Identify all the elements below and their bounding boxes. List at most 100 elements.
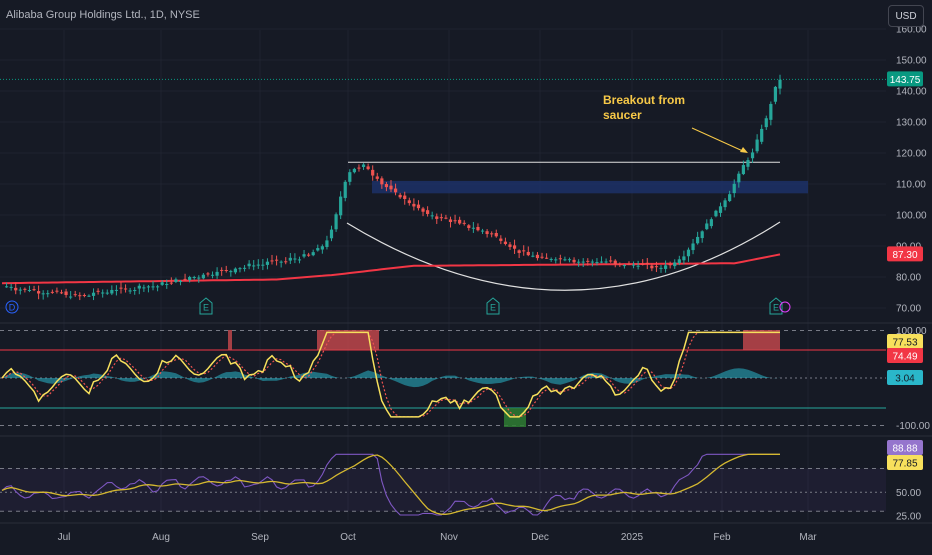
time-tick-label: Dec: [531, 532, 549, 543]
candle-body: [554, 259, 558, 261]
candle-body: [55, 290, 59, 292]
candle-body: [421, 208, 425, 212]
earnings-marker: E: [773, 303, 779, 313]
candle-body: [567, 259, 572, 261]
candle-body: [229, 271, 233, 273]
candle-body: [137, 285, 141, 289]
candle-body: [110, 289, 114, 294]
candle-body: [526, 251, 530, 256]
candle-body: [50, 291, 54, 293]
chart-title: Alibaba Group Holdings Ltd., 1D, NYSE: [6, 9, 200, 21]
candle-body: [412, 203, 416, 207]
candle-body: [499, 238, 503, 241]
osc-value-badge-3-bg: [887, 370, 923, 385]
candle-body: [73, 294, 77, 296]
time-tick-label: Oct: [340, 532, 356, 543]
candle-body: [636, 265, 640, 267]
candle-body: [503, 241, 508, 245]
candle-body: [760, 128, 764, 142]
candle-body: [256, 264, 260, 266]
candle-body: [311, 252, 315, 256]
candle-body: [9, 286, 13, 288]
price-tick-label: 70.00: [896, 304, 921, 315]
candle-body: [732, 183, 736, 194]
currency-button[interactable]: USD: [888, 5, 924, 27]
candle-body: [764, 118, 768, 128]
price-tick-label: 130.00: [896, 118, 927, 129]
candle-body: [659, 267, 663, 269]
candle-body: [146, 286, 151, 288]
candle-body: [755, 139, 759, 152]
candle-body: [746, 160, 750, 167]
candle-body: [197, 277, 201, 279]
candle-body: [329, 229, 334, 239]
candle-body: [123, 288, 128, 290]
candle-body: [572, 259, 576, 263]
candle-body: [750, 152, 755, 159]
candle-body: [494, 233, 498, 237]
candle-body: [627, 263, 631, 265]
candle-body: [645, 262, 649, 264]
candle-body: [531, 255, 535, 257]
osc-slow-line: [1, 331, 780, 418]
moving-average-line: [1, 253, 781, 285]
candle-body: [32, 289, 36, 291]
candle-body: [339, 196, 343, 216]
candle-body: [334, 214, 338, 230]
candle-body: [174, 279, 178, 282]
candle-body: [242, 267, 247, 269]
price-tick-label: 80.00: [896, 273, 921, 284]
candle-body: [380, 178, 384, 185]
candle-body: [302, 254, 306, 257]
osc-tick-label: 100.00: [896, 326, 927, 337]
candle-body: [375, 176, 379, 179]
candle-body: [169, 282, 173, 284]
candle-body: [41, 293, 45, 295]
osc-value-badge-2-bg: [887, 348, 923, 363]
last-price-badge: 143.75: [890, 75, 921, 86]
candle-body: [654, 266, 659, 268]
candle-body: [517, 250, 521, 253]
candle-body: [453, 220, 457, 222]
candle-body: [471, 227, 475, 229]
histogram-area: [2, 368, 780, 388]
candle-body: [458, 219, 462, 224]
candle-body: [439, 217, 443, 219]
candle-body: [613, 260, 617, 265]
candle-body: [714, 210, 718, 217]
candle-body: [357, 167, 361, 169]
rsi-value-badge-2-bg: [887, 455, 923, 470]
last-price-badge-bg: [887, 71, 923, 87]
annotation-arrowhead: [740, 147, 748, 153]
candle-body: [705, 223, 709, 230]
osc-overbought-zone: [228, 330, 232, 350]
candle-body: [105, 292, 109, 294]
rsi-value-badge-1-bg: [887, 440, 923, 455]
candle-body: [361, 164, 366, 168]
annotation-text-line1: Breakout from: [603, 93, 685, 107]
candle-body: [663, 265, 668, 269]
time-tick-label: Aug: [152, 532, 170, 543]
ma-value-badge: 87.30: [892, 250, 917, 261]
earnings-marker: E: [203, 303, 209, 313]
candle-body: [563, 259, 567, 261]
candle-body: [14, 287, 18, 291]
candle-body: [545, 257, 549, 259]
candle-body: [270, 260, 274, 262]
candle-body: [467, 225, 471, 228]
candle-body: [641, 263, 645, 265]
candle-body: [23, 288, 27, 290]
candle-body: [261, 264, 265, 266]
candle-body: [188, 277, 192, 281]
candle-body: [398, 194, 402, 198]
candle-body: [577, 261, 581, 263]
candle-body: [718, 206, 723, 213]
price-tick-label: 140.00: [896, 87, 927, 98]
candle-body: [682, 256, 686, 261]
candle-body: [69, 296, 73, 298]
candle-body: [128, 290, 132, 292]
candle-body: [320, 246, 324, 250]
candle-body: [91, 292, 96, 296]
price-tick-label: 100.00: [896, 211, 927, 222]
